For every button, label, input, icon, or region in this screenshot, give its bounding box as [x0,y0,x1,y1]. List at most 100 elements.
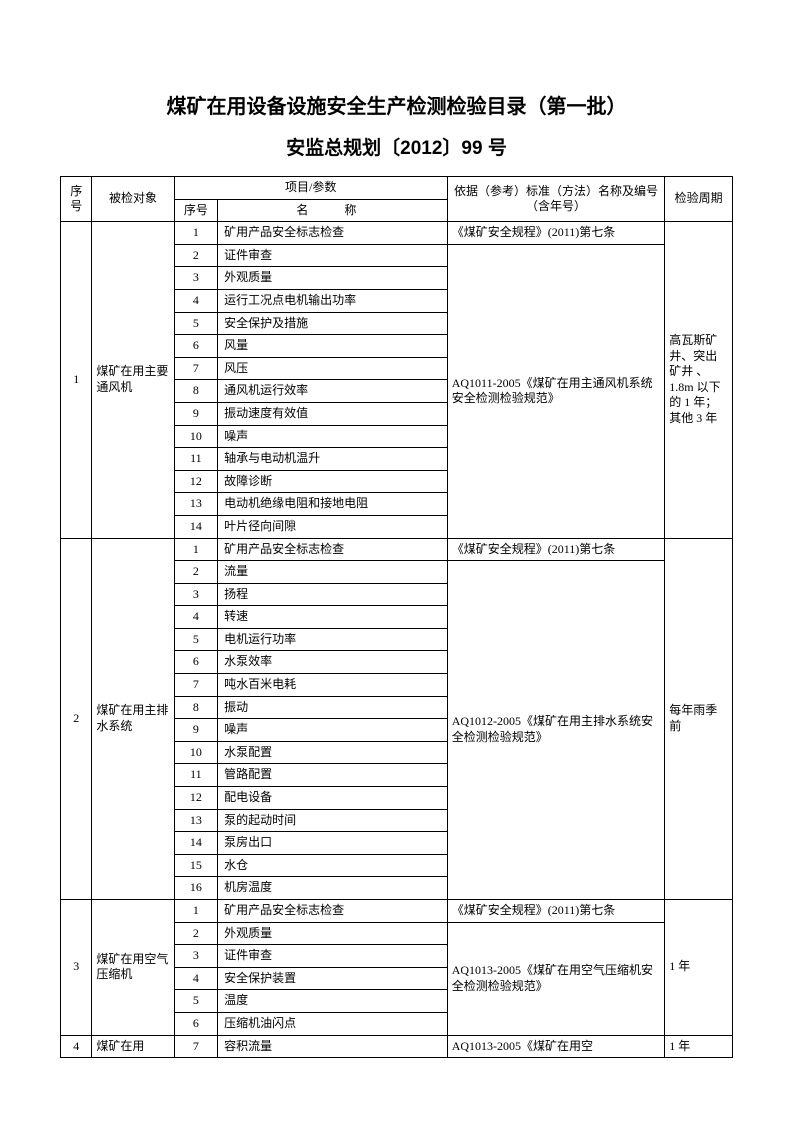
cell-item-num: 6 [174,1012,218,1035]
cell-item-name: 噪声 [218,425,448,448]
cell-std: 《煤矿安全规程》(2011)第七条 [447,900,665,923]
cell-item-num: 14 [174,832,218,855]
cell-item-name: 振动 [218,696,448,719]
cell-item-num: 13 [174,809,218,832]
cell-item-name: 风量 [218,335,448,358]
cell-cycle: 每年雨季前 [665,538,733,900]
cell-item-name: 外观质量 [218,922,448,945]
cell-item-name: 泵的起动时间 [218,809,448,832]
cell-item-num: 15 [174,854,218,877]
table-row: 2煤矿在用主排水系统1矿用产品安全标志检查《煤矿安全规程》(2011)第七条每年… [61,538,733,561]
cell-item-name: 压缩机油闪点 [218,1012,448,1035]
cell-item-name: 吨水百米电耗 [218,674,448,697]
inspection-table: 序号 被检对象 项目/参数 依据（参考）标准（方法）名称及编号（含年号） 检验周… [60,176,733,1058]
cell-std: AQ1012-2005《煤矿在用主排水系统安全检测检验规范》 [447,561,665,900]
cell-cycle: 1 年 [665,1035,733,1058]
cell-item-name: 叶片径向间隙 [218,515,448,538]
cell-item-name: 运行工况点电机输出功率 [218,289,448,312]
table-body: 1煤矿在用主要通风机1矿用产品安全标志检查《煤矿安全规程》(2011)第七条高瓦… [61,222,733,1058]
cell-obj: 煤矿在用空气压缩机 [92,900,174,1036]
cell-item-num: 5 [174,312,218,335]
cell-item-num: 14 [174,515,218,538]
cell-item-num: 9 [174,402,218,425]
cell-item-num: 1 [174,222,218,245]
page-subtitle: 安监总规划〔2012〕99 号 [60,133,733,160]
cell-std: AQ1013-2005《煤矿在用空 [447,1035,665,1058]
cell-item-num: 10 [174,741,218,764]
cell-item-name: 证件审查 [218,244,448,267]
cell-obj: 煤矿在用 [92,1035,174,1058]
cell-item-name: 故障诊断 [218,470,448,493]
cell-item-name: 轴承与电动机温升 [218,448,448,471]
cell-item-name: 矿用产品安全标志检查 [218,222,448,245]
cell-item-num: 9 [174,719,218,742]
cell-item-num: 2 [174,244,218,267]
cell-item-name: 电动机绝缘电阻和接地电阻 [218,493,448,516]
cell-item-num: 5 [174,628,218,651]
cell-item-num: 8 [174,696,218,719]
page-title: 煤矿在用设备设施安全生产检测检验目录（第一批） [60,90,733,119]
cell-item-name: 机房温度 [218,877,448,900]
cell-item-name: 安全保护及措施 [218,312,448,335]
th-pname: 名 称 [218,199,448,222]
cell-seq: 4 [61,1035,92,1058]
cell-std: AQ1013-2005《煤矿在用空气压缩机安全检测检验规范》 [447,922,665,1035]
cell-seq: 3 [61,900,92,1036]
cell-item-name: 温度 [218,990,448,1013]
cell-cycle: 高瓦斯矿井、突出矿井 、1.8m 以下的 1 年；其他 3 年 [665,222,733,538]
cell-item-name: 通风机运行效率 [218,380,448,403]
cell-item-num: 4 [174,606,218,629]
cell-item-num: 8 [174,380,218,403]
cell-item-name: 水仓 [218,854,448,877]
cell-item-num: 2 [174,561,218,584]
cell-item-num: 3 [174,583,218,606]
cell-item-name: 证件审查 [218,945,448,968]
cell-item-num: 6 [174,651,218,674]
cell-item-name: 外观质量 [218,267,448,290]
cell-item-name: 风压 [218,357,448,380]
cell-item-name: 安全保护装置 [218,967,448,990]
cell-item-num: 4 [174,967,218,990]
cell-item-name: 配电设备 [218,787,448,810]
cell-item-name: 矿用产品安全标志检查 [218,900,448,923]
cell-obj: 煤矿在用主排水系统 [92,538,174,900]
cell-item-num: 3 [174,945,218,968]
cell-std: 《煤矿安全规程》(2011)第七条 [447,538,665,561]
cell-item-name: 水泵配置 [218,741,448,764]
cell-cycle: 1 年 [665,900,733,1036]
cell-item-name: 电机运行功率 [218,628,448,651]
cell-item-num: 6 [174,335,218,358]
cell-item-num: 1 [174,538,218,561]
cell-item-num: 7 [174,674,218,697]
cell-item-name: 转速 [218,606,448,629]
th-proj: 项目/参数 [174,177,447,200]
th-cycle: 检验周期 [665,177,733,222]
cell-item-num: 3 [174,267,218,290]
cell-item-name: 泵房出口 [218,832,448,855]
cell-item-name: 振动速度有效值 [218,402,448,425]
cell-item-name: 水泵效率 [218,651,448,674]
cell-item-num: 2 [174,922,218,945]
cell-item-num: 11 [174,764,218,787]
cell-item-num: 16 [174,877,218,900]
cell-item-num: 1 [174,900,218,923]
cell-item-num: 10 [174,425,218,448]
cell-item-name: 扬程 [218,583,448,606]
cell-obj: 煤矿在用主要通风机 [92,222,174,538]
table-row: 3煤矿在用空气压缩机1矿用产品安全标志检查《煤矿安全规程》(2011)第七条1 … [61,900,733,923]
cell-item-name: 矿用产品安全标志检查 [218,538,448,561]
cell-item-num: 7 [174,357,218,380]
th-obj: 被检对象 [92,177,174,222]
th-pnum: 序号 [174,199,218,222]
cell-seq: 2 [61,538,92,900]
cell-item-num: 5 [174,990,218,1013]
th-std: 依据（参考）标准（方法）名称及编号（含年号） [447,177,665,222]
cell-std: 《煤矿安全规程》(2011)第七条 [447,222,665,245]
cell-item-name: 容积流量 [218,1035,448,1058]
th-seq: 序号 [61,177,92,222]
cell-seq: 1 [61,222,92,538]
cell-item-num: 11 [174,448,218,471]
cell-std: AQ1011-2005《煤矿在用主通风机系统安全检测检验规范》 [447,244,665,538]
table-row: 4煤矿在用7容积流量AQ1013-2005《煤矿在用空1 年 [61,1035,733,1058]
table-row: 1煤矿在用主要通风机1矿用产品安全标志检查《煤矿安全规程》(2011)第七条高瓦… [61,222,733,245]
